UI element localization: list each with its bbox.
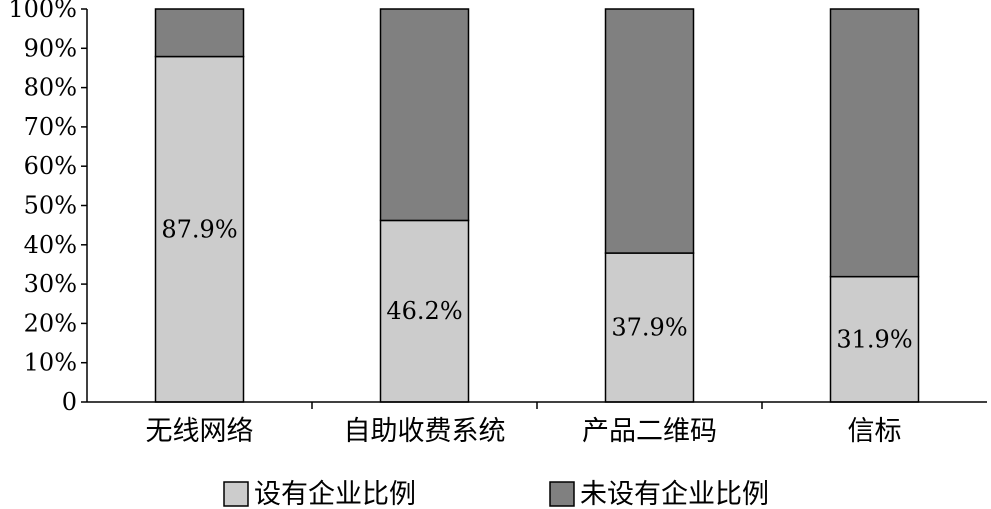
bar-segment-with (829, 275, 920, 403)
y-tick-label: 80% (24, 74, 77, 102)
y-tick-label: 90% (24, 34, 77, 62)
bar-segment-with (604, 252, 695, 403)
y-tick-label: 100% (8, 0, 77, 23)
y-tick-label: 30% (24, 270, 77, 298)
y-tick-label: 50% (24, 192, 77, 220)
y-tick-label: 20% (24, 309, 77, 337)
y-tick-label: 60% (24, 152, 77, 180)
bar-segment-without (829, 8, 920, 278)
data-label: 37.9% (611, 314, 687, 342)
x-category-label: 无线网络 (146, 416, 254, 447)
y-tick-label: 40% (24, 231, 77, 259)
bar-segment-without (604, 8, 695, 254)
legend-label: 设有企业比例 (254, 479, 416, 509)
axes (86, 9, 987, 409)
legend-swatch (223, 481, 249, 507)
y-axis-ticks: 0 10% 20% 30% 40% 50% 60% 70% 80% 90% 100% (8, 0, 87, 416)
data-label: 87.9% (161, 215, 237, 243)
y-tick-label: 0 (62, 388, 77, 416)
x-category-label: 产品二维码 (582, 416, 717, 447)
legend: 设有企业比例 未设有企业比例 (223, 479, 769, 509)
bar-segment-without (154, 8, 245, 58)
y-tick-label: 70% (24, 113, 77, 141)
y-tick-label: 10% (24, 349, 77, 377)
data-label: 46.2% (386, 297, 462, 325)
x-category-label: 自助收费系统 (344, 416, 506, 447)
x-axis-labels: 无线网络 自助收费系统 产品二维码 信标 (146, 416, 902, 447)
data-label: 31.9% (836, 325, 912, 353)
bar-segment-with (154, 55, 245, 403)
legend-label: 未设有企业比例 (580, 479, 769, 509)
bar-segment-with (379, 219, 470, 403)
bars: 87.9% 46.2% 37.9% 31.9% (154, 8, 920, 403)
x-category-label: 信标 (848, 416, 902, 447)
bar-segment-without (379, 8, 470, 222)
legend-swatch (549, 481, 575, 507)
